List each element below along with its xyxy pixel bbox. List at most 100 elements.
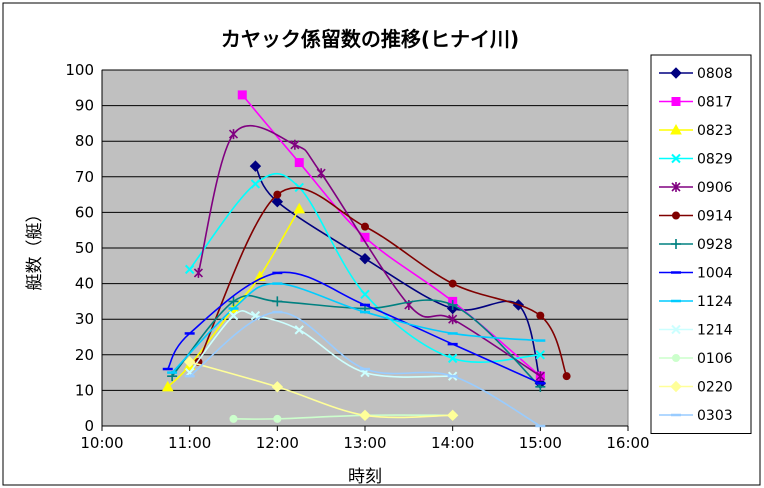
legend-label-0823: 0823	[697, 123, 733, 139]
data-point-0220-0	[183, 356, 196, 368]
data-point-0829-3	[360, 289, 370, 299]
legend-label-0808: 0808	[697, 66, 733, 82]
y-tick-label-20: 20	[75, 346, 94, 364]
data-point-0906-1	[228, 129, 239, 140]
legend-item-0906: 0906	[659, 180, 733, 196]
data-point-0906-5	[448, 314, 458, 325]
series-layer	[161, 90, 571, 428]
legend-item-0829: 0829	[659, 152, 733, 168]
series-1124	[167, 282, 546, 374]
data-point-1214-1	[228, 310, 239, 321]
legend-label-0914: 0914	[697, 209, 733, 225]
data-point-0906-3	[316, 168, 326, 179]
series-0928	[167, 294, 546, 392]
data-point-0829-1	[250, 179, 261, 189]
legend: 0808 0817 0823 0829 0906 0914 0928 1004 1124 1214…	[659, 66, 733, 424]
data-point-0220-3	[446, 409, 459, 422]
data-point-0106-0	[229, 414, 238, 423]
data-point-0906-2	[290, 139, 300, 150]
legend-swatch-marker-0829	[671, 153, 681, 164]
legend-item-0303: 0303	[659, 408, 733, 424]
legend-swatch-marker-0817	[671, 97, 681, 106]
legend-swatch-marker-0220	[670, 380, 682, 393]
legend-item-0928: 0928	[659, 237, 733, 253]
legend-label-1124: 1124	[697, 294, 733, 310]
data-point-0106-1	[273, 414, 282, 423]
legend-swatch-marker-0906	[671, 182, 681, 192]
legend-item-0817: 0817	[659, 95, 733, 111]
legend-label-0829: 0829	[697, 152, 733, 168]
data-point-0914-3	[448, 279, 457, 288]
y-tick-label-90: 90	[75, 97, 94, 115]
data-point-0914-4	[536, 311, 545, 320]
legend-label-0817: 0817	[697, 95, 733, 111]
legend-label-1214: 1214	[697, 323, 733, 339]
legend-item-0106: 0106	[659, 351, 733, 367]
x-tick-label-11-00: 11:00	[168, 434, 211, 452]
x-axis-title: 時刻	[348, 467, 382, 487]
y-tick-label-30: 30	[75, 310, 94, 328]
legend-label-1004: 1004	[697, 266, 733, 282]
legend-swatch-marker-0808	[670, 67, 682, 79]
legend-item-1214: 1214	[659, 323, 733, 339]
data-point-0220-2	[359, 409, 371, 422]
series-line-0106	[233, 414, 453, 420]
series-1004	[162, 271, 546, 385]
data-point-1214-3	[294, 325, 304, 335]
y-tick-label-100: 100	[65, 61, 94, 79]
y-tick-label-60: 60	[75, 203, 94, 221]
data-point-0829-0	[184, 264, 195, 275]
data-point-0823-4	[293, 202, 306, 214]
data-point-0914-5	[562, 372, 571, 381]
series-0906	[193, 124, 545, 382]
data-point-0928-1	[228, 296, 239, 307]
x-tick-label-12-00: 12:00	[256, 434, 299, 452]
data-point-0808-0	[249, 160, 262, 172]
y-tick-label-40: 40	[75, 275, 94, 293]
data-point-0829-4	[447, 353, 458, 364]
data-point-0817-1	[294, 158, 304, 168]
data-point-0829-5	[535, 350, 546, 360]
series-line-1214	[189, 310, 453, 378]
legend-swatch-marker-0928	[671, 239, 681, 249]
data-point-0808-2	[359, 252, 371, 265]
gridlines	[101, 69, 628, 427]
data-point-0817-0	[237, 90, 247, 100]
series-0303	[184, 310, 546, 428]
y-tick-label-50: 50	[75, 239, 94, 257]
legend-swatch-marker-0914	[672, 211, 680, 220]
series-line-0928	[171, 294, 541, 388]
legend-item-0823: 0823	[659, 123, 733, 139]
y-tick-label-0: 0	[84, 417, 94, 435]
data-point-0220-1	[271, 381, 284, 393]
series-0829	[184, 172, 546, 364]
series-line-1124	[171, 282, 541, 374]
y-axis-ticks: 0 10 20 30 40 50 60 70 80 90 100	[65, 61, 94, 435]
legend-item-1004: 1004	[659, 266, 733, 282]
data-point-0914-2	[361, 222, 369, 231]
x-tick-label-16-00: 16:00	[606, 434, 649, 452]
legend-label-0220: 0220	[697, 380, 733, 396]
y-tick-label-70: 70	[75, 168, 94, 186]
legend-item-0808: 0808	[659, 66, 733, 82]
data-point-0823-0	[161, 380, 174, 392]
series-line-0829	[189, 172, 541, 363]
series-0220	[183, 356, 459, 422]
legend-label-0928: 0928	[697, 237, 733, 253]
legend-label-0106: 0106	[697, 351, 733, 367]
data-point-0928-4	[447, 299, 458, 310]
data-point-0906-6	[535, 371, 545, 382]
x-axis-ticks: 10:00 11:00 12:00 13:00 14:00 15:00 16:00	[80, 426, 650, 452]
legend-label-0303: 0303	[697, 408, 733, 424]
legend-swatch-marker-1214	[671, 324, 681, 335]
data-point-0914-1	[273, 190, 282, 199]
y-axis-title: 艇数（艇）	[25, 206, 45, 291]
data-point-0906-0	[193, 267, 203, 278]
legend-item-0914: 0914	[659, 209, 733, 225]
y-tick-label-10: 10	[75, 381, 94, 399]
x-tick-label-14-00: 14:00	[431, 434, 474, 452]
x-tick-label-15-00: 15:00	[519, 434, 562, 452]
y-tick-label-80: 80	[75, 132, 94, 150]
